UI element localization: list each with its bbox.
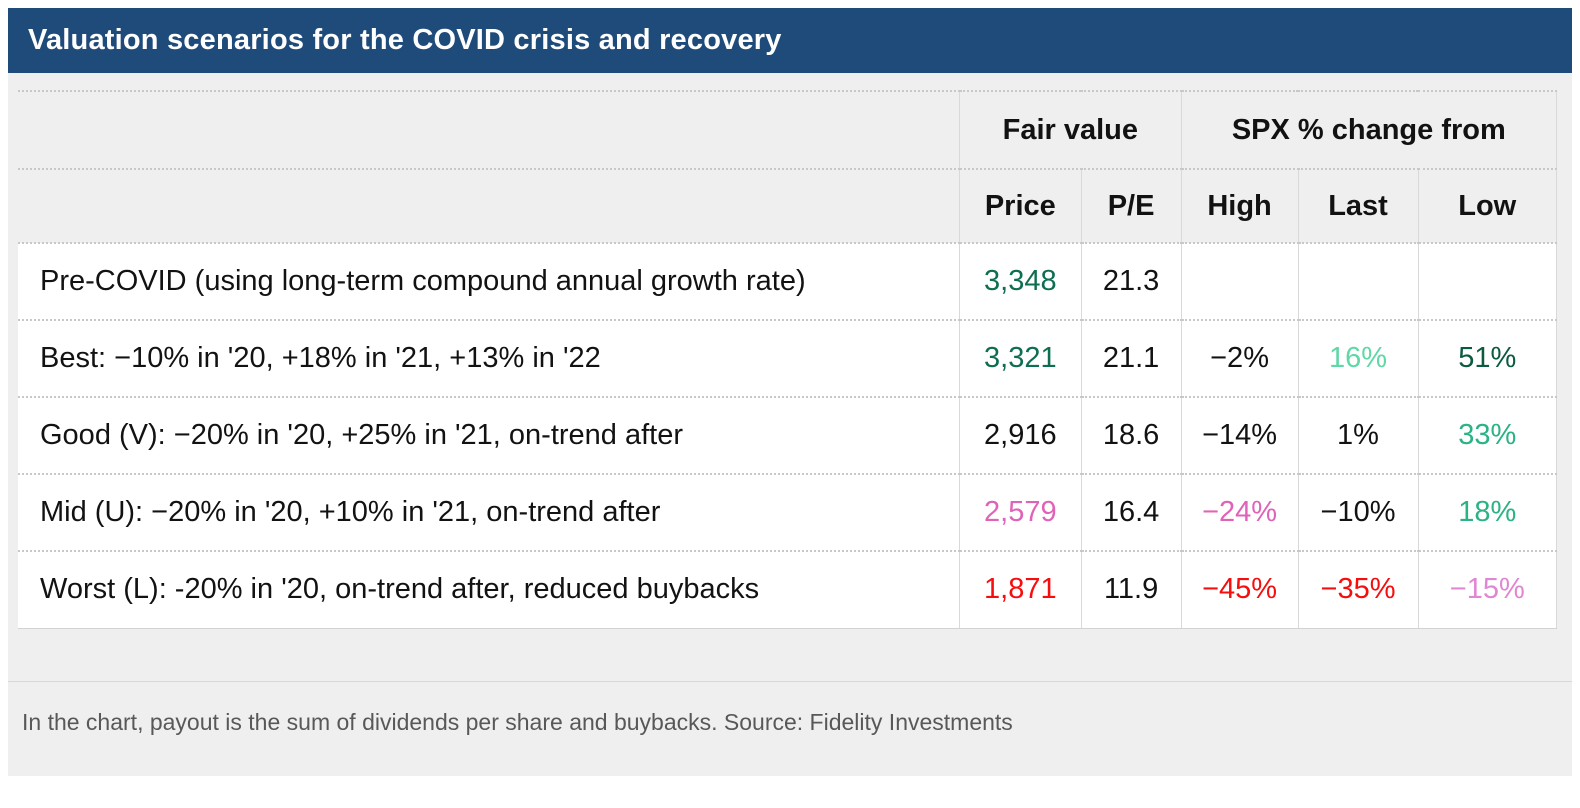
footnote: In the chart, payout is the sum of divid… [22,708,1013,735]
table-row-worst: Worst (L): -20% in '20, on-trend after, … [18,551,1558,629]
chart-title: Valuation scenarios for the COVID crisis… [28,24,782,56]
low-cell [1417,243,1558,321]
price-cell: 3,321 [959,320,1082,398]
high-cell: −45% [1180,551,1299,629]
group-header-fair-value: Fair value [959,90,1182,170]
scenario-cell: Mid (U): −20% in '20, +10% in '21, on-tr… [18,474,960,552]
table-row-best: Best: −10% in '20, +18% in '21, +13% in … [18,320,1558,398]
low-cell: 33% [1417,397,1558,475]
price-cell: 2,916 [959,397,1082,475]
scenario-cell: Good (V): −20% in '20, +25% in '21, on-t… [18,397,960,475]
last-cell [1297,243,1419,321]
group-header-row: Fair value SPX % change from [18,90,1558,170]
scenario-cell: Best: −10% in '20, +18% in '21, +13% in … [18,320,960,398]
table-row-pre-covid: Pre-COVID (using long-term compound annu… [18,243,1558,321]
chart-title-bar: Valuation scenarios for the COVID crisis… [8,8,1572,73]
low-cell: 51% [1417,320,1558,398]
last-cell: 16% [1297,320,1419,398]
divider [8,680,1572,682]
pe-cell: 21.1 [1080,320,1182,398]
table-row-good: Good (V): −20% in '20, +25% in '21, on-t… [18,397,1558,475]
page: Valuation scenarios for the COVID crisis… [8,8,1572,776]
col-header-last: Last [1297,169,1419,244]
group-header-spx-change: SPX % change from [1180,90,1558,170]
pe-cell: 21.3 [1080,243,1182,321]
high-cell: −24% [1180,474,1299,552]
high-cell: −14% [1180,397,1299,475]
content-panel: Fair value SPX % change from Price P/E H… [8,73,1572,776]
table-row-mid: Mid (U): −20% in '20, +10% in '21, on-tr… [18,474,1558,552]
col-header-pe: P/E [1080,169,1182,244]
valuation-table: Fair value SPX % change from Price P/E H… [18,90,1558,629]
pe-cell: 11.9 [1080,551,1182,629]
scenario-cell: Worst (L): -20% in '20, on-trend after, … [18,551,960,629]
price-cell: 1,871 [959,551,1082,629]
last-cell: −35% [1297,551,1419,629]
low-cell: 18% [1417,474,1558,552]
group-header-spacer [18,90,960,170]
pe-cell: 16.4 [1080,474,1182,552]
last-cell: −10% [1297,474,1419,552]
last-cell: 1% [1297,397,1419,475]
high-cell [1180,243,1299,321]
high-cell: −2% [1180,320,1299,398]
col-header-high: High [1180,169,1299,244]
table-wrap: Fair value SPX % change from Price P/E H… [8,73,1572,629]
price-cell: 3,348 [959,243,1082,321]
col-header-price: Price [959,169,1082,244]
price-cell: 2,579 [959,474,1082,552]
col-header-low: Low [1417,169,1558,244]
pe-cell: 18.6 [1080,397,1182,475]
column-header-row: Price P/E High Last Low [18,169,1558,244]
column-header-spacer [18,169,960,244]
scenario-cell: Pre-COVID (using long-term compound annu… [18,243,960,321]
low-cell: −15% [1417,551,1558,629]
